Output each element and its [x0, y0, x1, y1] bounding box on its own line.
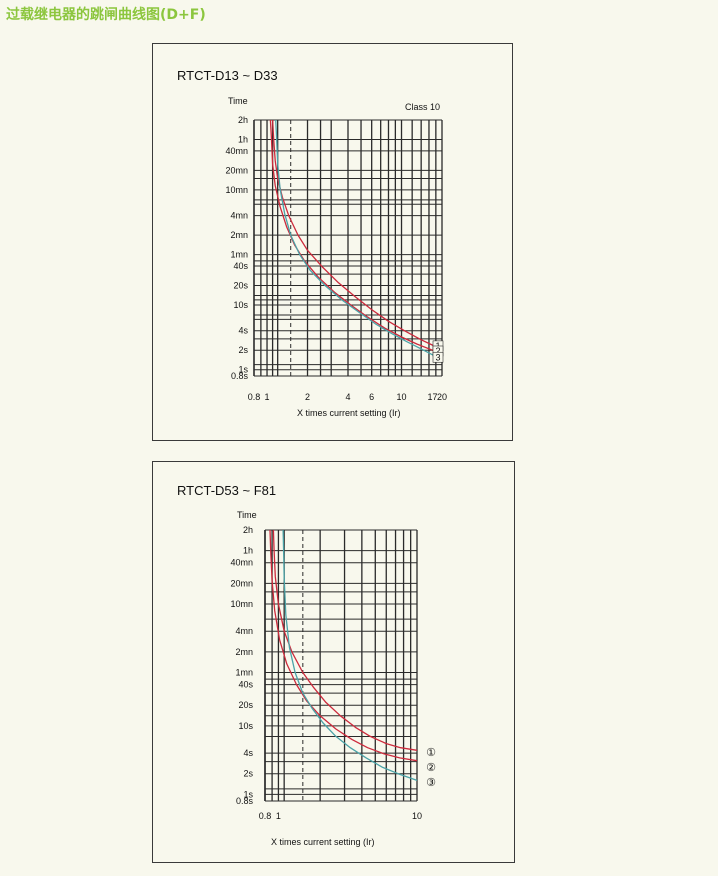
y-tick-label: 0.8s	[231, 371, 249, 381]
y-tick-label: 40s	[238, 680, 253, 690]
y-tick-label: 1h	[238, 134, 248, 144]
y-tick-label: 4mn	[235, 626, 253, 636]
series-curve-2	[269, 529, 418, 762]
y-tick-label: 4s	[238, 326, 248, 336]
y-tick-label: 40mn	[225, 146, 248, 156]
x-tick-label: 2	[305, 392, 310, 402]
series-label: ①	[426, 747, 436, 759]
trip-curve-panel-d53-f81: RTCT-D53 ~ F81 Time X times current sett…	[152, 461, 515, 863]
y-tick-label: 0.8s	[236, 796, 254, 806]
x-tick-label: 4	[345, 392, 350, 402]
trip-curve-chart-d13-d33: RTCT-D13 ~ D33 Time Class 10 X times cur…	[177, 68, 447, 418]
y-tick-label: 4s	[243, 748, 253, 758]
x-tick-label: 10	[412, 811, 422, 821]
x-tick-label: 0.8	[259, 811, 272, 821]
y-tick-label: 10mn	[230, 599, 253, 609]
class-label: Class 10	[405, 102, 440, 112]
y-tick-label: 2mn	[235, 647, 253, 657]
series-curve-2	[269, 119, 443, 355]
y-tick-label: 2h	[243, 525, 253, 535]
series-curve-3	[282, 529, 418, 782]
y-axis-title: Time	[237, 510, 257, 520]
y-tick-label: 20mn	[225, 165, 248, 175]
page-heading: 过载继电器的跳闸曲线图(D+F)	[6, 7, 206, 23]
y-tick-label: 1s	[243, 789, 253, 799]
series-label-box	[432, 351, 444, 363]
y-tick-label: 40s	[233, 261, 248, 271]
x-tick-label: 20	[437, 392, 447, 402]
chart-title: RTCT-D53 ~ F81	[177, 483, 276, 498]
trip-curve-chart-d53-f81: RTCT-D53 ~ F81 Time X times current sett…	[177, 483, 436, 847]
series-label: ②	[426, 762, 436, 774]
y-tick-label: 2s	[243, 769, 253, 779]
series-curve-3	[275, 119, 443, 361]
y-tick-label: 20s	[233, 280, 248, 290]
x-tick-label: 17	[428, 392, 438, 402]
y-tick-label: 2s	[238, 345, 248, 355]
x-tick-label: 1	[276, 811, 281, 821]
x-tick-label: 6	[369, 392, 374, 402]
y-tick-label: 10s	[238, 721, 253, 731]
y-tick-label: 1s	[238, 365, 248, 375]
series-curve-1	[272, 529, 418, 751]
y-tick-label: 2mn	[230, 230, 248, 240]
x-axis-title: X times current setting (Ir)	[297, 408, 401, 418]
x-tick-label: 0.8	[248, 392, 261, 402]
y-tick-label: 1h	[243, 546, 253, 556]
y-tick-label: 20s	[238, 700, 253, 710]
series-label: ③	[426, 777, 436, 789]
y-tick-label: 1mn	[230, 250, 248, 260]
series-curve-1	[271, 119, 443, 350]
x-tick-label: 1	[265, 392, 270, 402]
y-tick-label: 20mn	[230, 578, 253, 588]
series-label: 2	[435, 346, 440, 356]
y-tick-label: 2h	[238, 115, 248, 125]
chart-title: RTCT-D13 ~ D33	[177, 68, 278, 83]
y-tick-label: 4mn	[230, 211, 248, 221]
series-label: 3	[435, 352, 440, 362]
y-tick-label: 10s	[233, 300, 248, 310]
y-tick-label: 1mn	[235, 667, 253, 677]
x-axis-title: X times current setting (Ir)	[271, 837, 375, 847]
y-tick-label: 40mn	[230, 558, 253, 568]
trip-curve-panel-d13-d33: RTCT-D13 ~ D33 Time Class 10 X times cur…	[152, 43, 513, 441]
x-tick-label: 10	[397, 392, 407, 402]
y-tick-label: 10mn	[225, 185, 248, 195]
plot-area: 2h 1h 40mn 20mn 10mn 4mn 2mn 1mn 40s 20s 10s 4s 2s 1s…	[230, 525, 436, 821]
y-axis-title: Time	[228, 96, 248, 106]
